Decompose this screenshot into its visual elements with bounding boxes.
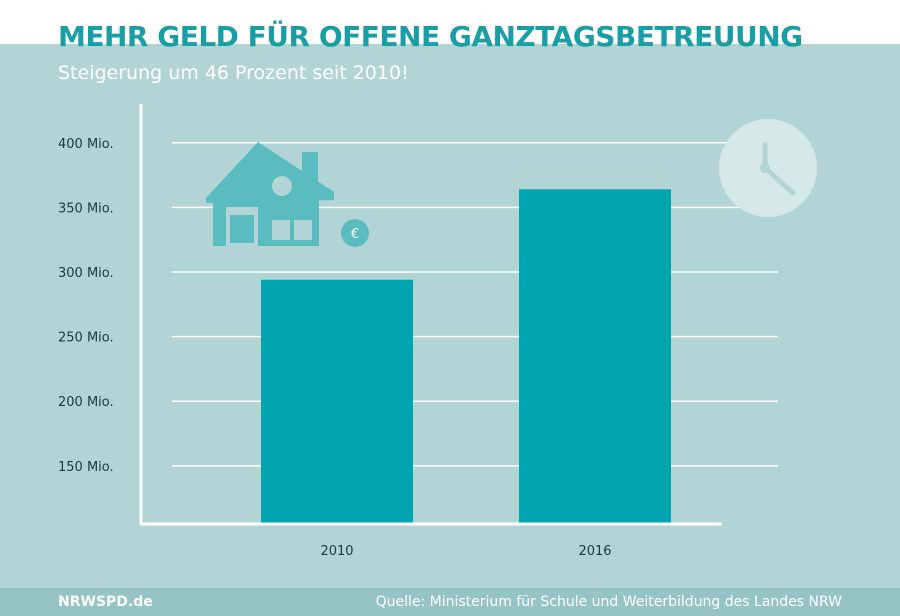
x-tick-label: 2010 (320, 544, 353, 559)
euro-coin-icon: € (341, 219, 369, 247)
bars (261, 189, 671, 525)
y-tick-label: 200 Mio. (58, 395, 114, 410)
house-icon (206, 142, 334, 246)
bar-2016 (519, 189, 671, 525)
y-tick-label: 350 Mio. (58, 201, 114, 216)
brand-link[interactable]: NRWSPD.de (58, 594, 153, 610)
footer-bar: NRWSPD.de Quelle: Ministerium für Schule… (0, 588, 900, 616)
x-tick-label: 2016 (578, 544, 611, 559)
chart-title: MEHR GELD FÜR OFFENE GANZTAGSBETREUUNG (58, 20, 803, 53)
chart-subtitle: Steigerung um 46 Prozent seit 2010! (58, 62, 409, 84)
x-axis-tick-labels: 2010 2016 (320, 544, 611, 559)
bar-2010 (261, 279, 413, 524)
y-axis-tick-labels: 150 Mio. 200 Mio. 250 Mio. 300 Mio. 350 Mio.… (58, 137, 114, 475)
source-note: Quelle: Ministerium für Schule und Weite… (375, 594, 842, 610)
y-tick-label: 400 Mio. (58, 137, 114, 152)
y-tick-label: 150 Mio. (58, 460, 114, 475)
clock-icon (719, 119, 817, 217)
y-tick-label: 250 Mio. (58, 331, 114, 346)
euro-symbol: € (351, 227, 359, 242)
y-tick-label: 300 Mio. (58, 266, 114, 281)
